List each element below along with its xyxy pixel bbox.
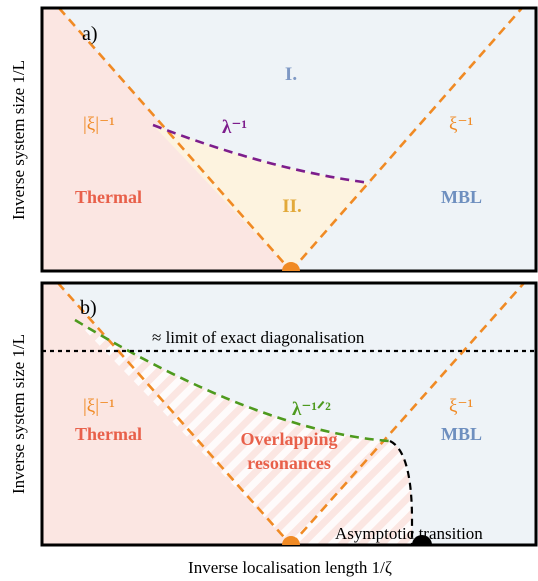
panel-b-crossover-curve	[74, 318, 391, 443]
panel-b-ed-limit-label: ≈ limit of exact diagonalisation	[152, 328, 365, 347]
panel-b-overlap-label-line1: Overlapping	[240, 429, 337, 449]
panel-a-left-boundary-line	[58, 7, 292, 272]
panel-b-overlap-region	[75, 320, 412, 545]
panel-a-transition-point	[282, 262, 300, 271]
panel-b-left-line-label: |ξ|⁻¹	[83, 396, 115, 417]
panel-a-left-line-label: |ξ|⁻¹	[83, 114, 115, 135]
panel-a: a) I. II. |ξ|⁻¹ ξ⁻¹ λ⁻¹ Thermal MBL Inve…	[9, 6, 538, 273]
panel-a-y-axis-label: Inverse system size 1/L	[9, 60, 28, 220]
panel-b: b) ≈ limit of exact diagonalisation |ξ|⁻…	[9, 281, 538, 547]
panel-a-crossover-curve	[152, 123, 371, 185]
panel-b-crossover-label: λ⁻¹ᐟ²	[292, 399, 331, 420]
panel-a-tag: a)	[82, 23, 98, 45]
panel-b-tag: b)	[80, 297, 97, 319]
x-axis-label: Inverse localisation length 1/ζ	[188, 558, 392, 577]
panel-a-thermal-region	[42, 8, 291, 271]
panel-a-mbl-label: MBL	[441, 187, 482, 207]
panel-b-asymptotic-label: Asymptotic transition	[335, 524, 483, 543]
panel-a-right-line-label: ξ⁻¹	[449, 114, 473, 135]
panel-a-region-i-label: I.	[285, 64, 297, 85]
panel-b-finite-size-transition-point	[282, 536, 300, 545]
panel-b-overlap-label-line2: resonances	[247, 453, 331, 473]
panel-b-left-boundary-line	[57, 282, 292, 546]
panel-b-right-line-label: ξ⁻¹	[449, 396, 473, 417]
panel-a-region-ii	[153, 125, 370, 271]
panel-a-crossover-label: λ⁻¹	[222, 117, 247, 138]
panel-a-right-boundary-line	[290, 7, 523, 272]
panel-b-thermal-label: Thermal	[75, 424, 142, 444]
panel-b-mbl-label: MBL	[441, 424, 482, 444]
panel-b-y-axis-label: Inverse system size 1/L	[9, 334, 28, 494]
panel-b-asymptotic-curve	[389, 440, 414, 545]
panel-b-asymptotic-transition-point	[412, 535, 432, 545]
panel-b-right-boundary-line	[290, 282, 525, 546]
panel-a-region-ii-label: II.	[282, 196, 302, 217]
panel-a-thermal-label: Thermal	[75, 187, 142, 207]
